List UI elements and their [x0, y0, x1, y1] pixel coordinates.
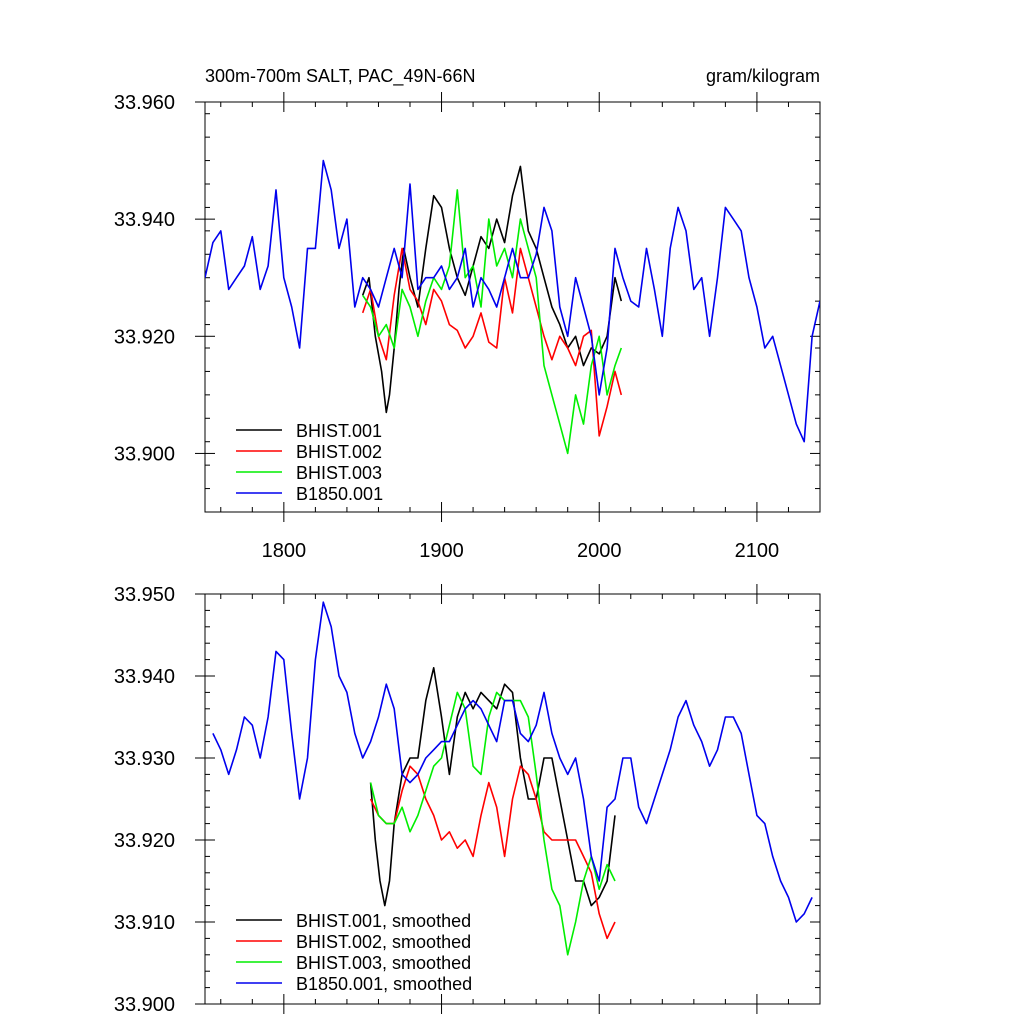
y-tick-label: 33.900 — [114, 994, 175, 1016]
x-tick-label: 2100 — [735, 540, 780, 562]
legend-label: BHIST.003, smoothed — [296, 953, 471, 973]
chart-units: gram/kilogram — [706, 66, 820, 86]
chart-title: 300m-700m SALT, PAC_49N-66N — [205, 66, 475, 87]
series-line-4 — [205, 159, 820, 443]
legend-label: B1850.001, smoothed — [296, 974, 472, 994]
legend-label: B1850.001 — [296, 484, 383, 504]
y-tick-label: 33.940 — [114, 666, 175, 688]
y-tick-label: 33.920 — [114, 326, 175, 348]
legend-label: BHIST.002 — [296, 442, 382, 462]
series-line-1 — [369, 666, 616, 907]
x-tick-label: 1800 — [262, 540, 307, 562]
y-tick-label: 33.900 — [114, 443, 175, 465]
y-tick-label: 33.930 — [114, 748, 175, 770]
series-line-2 — [361, 247, 623, 437]
series-line-3 — [369, 691, 616, 956]
bottom-panel: 33.950 33.940 33.930 33.920 33.910 33.900 BHIS… — [114, 584, 821, 1016]
y-tick-label: 33.950 — [114, 584, 175, 606]
x-tick-label: 2000 — [577, 540, 622, 562]
plot-frame — [204, 593, 821, 1005]
legend-label: BHIST.002, smoothed — [296, 932, 471, 952]
y-tick-label: 33.910 — [114, 912, 175, 934]
series-line-2 — [369, 765, 616, 940]
y-tick-label: 33.960 — [114, 92, 175, 114]
legend-label: BHIST.001 — [296, 421, 382, 441]
legend-label: BHIST.003 — [296, 463, 382, 483]
y-tick-label: 33.920 — [114, 830, 175, 852]
plot-frame — [204, 101, 821, 513]
y-tick-label: 33.940 — [114, 209, 175, 231]
x-tick-label: 1900 — [419, 540, 464, 562]
legend-label: BHIST.001, smoothed — [296, 911, 471, 931]
series-line-4 — [212, 601, 813, 923]
top-panel: 1800 1900 2000 2100 33.960 33.940 33.920 33.900… — [114, 92, 821, 562]
series-line-3 — [362, 189, 623, 455]
